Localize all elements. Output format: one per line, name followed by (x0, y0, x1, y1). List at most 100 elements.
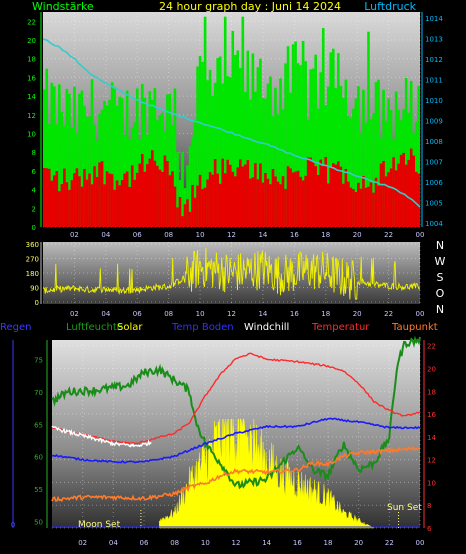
wind-average-bar-137 (387, 172, 390, 227)
wind-average-bar-90 (269, 184, 272, 227)
wind-average-bar-6 (58, 191, 61, 227)
wind-gust-bar-76 (233, 54, 237, 227)
wind-gust-bar-74 (228, 77, 232, 227)
wind-ytick-11: 22 (27, 18, 36, 26)
wind-gust-bar-94 (279, 78, 282, 227)
wind-average-bar-149 (417, 173, 421, 227)
wind-average-bar-27 (110, 174, 114, 227)
wind-average-bar-131 (372, 192, 375, 227)
wind-ytick-4: 8 (32, 149, 36, 157)
wind-average-bar-33 (125, 171, 129, 227)
wind-average-bar-45 (156, 165, 159, 227)
climate-xtick-9: 20 (354, 539, 363, 547)
wind-gust-bar-120 (344, 79, 348, 227)
wind-average-bar-78 (238, 159, 242, 227)
pressure-line (42, 38, 421, 208)
wind-average-bar-12 (73, 173, 76, 227)
temp-ytick-3: 12 (427, 457, 436, 465)
wind-average-bar-60 (193, 197, 197, 227)
wind-gust-bar-40 (143, 97, 147, 227)
climate-xtick-1: 04 (109, 539, 118, 547)
chart-title: 24 hour graph day : Juni 14 2024 (159, 0, 341, 13)
wind-average-bar-73 (226, 159, 230, 227)
wind-gust-bar-125 (357, 86, 360, 228)
wind-gust-bar-0 (42, 89, 46, 227)
wind-average-bar-83 (251, 177, 255, 227)
wind-average-bar-126 (359, 188, 363, 227)
wind-ytick-8: 16 (27, 74, 36, 82)
wind-gust-bar-1 (45, 68, 49, 227)
wind-gust-bar-73 (226, 76, 230, 227)
wind-gust-bar-140 (394, 91, 398, 227)
temp-ytick-6: 18 (427, 388, 436, 396)
wind-gust-bar-30 (118, 96, 121, 228)
wind-gust-bar-100 (294, 41, 297, 228)
wind-average-bar-36 (133, 179, 137, 227)
wind-average-bar-28 (113, 189, 116, 227)
wind-average-bar-63 (201, 188, 204, 227)
wind-average-bar-106 (309, 157, 312, 227)
pressure-ytick-6: 1010 (425, 97, 443, 105)
wind-average-bar-119 (342, 183, 345, 227)
wind-gust-bar-87 (261, 98, 265, 228)
wind-gust-bar-124 (354, 98, 358, 227)
wind-gust-bar-102 (299, 65, 302, 227)
wind-gust-bar-10 (68, 93, 71, 228)
humidity-ytick-3: 65 (34, 421, 43, 429)
wind-average-bar-98 (289, 168, 292, 227)
wind-ytick-6: 12 (27, 112, 36, 120)
legend-regen: Regen (0, 322, 32, 333)
wind-gust-bar-60 (193, 119, 197, 227)
wind-gust-bar-132 (374, 82, 378, 227)
wind-average-bar-55 (181, 216, 184, 227)
temp-ytick-4: 14 (427, 434, 436, 442)
wind-average-bar-99 (291, 172, 295, 227)
pressure-ytick-0: 1004 (425, 220, 443, 228)
wind-average-bar-2 (47, 168, 51, 227)
climate-xtick-7: 16 (293, 539, 302, 547)
dir-xtick-7: 16 (290, 310, 299, 318)
humidity-ytick-2: 60 (34, 454, 43, 462)
wind-average-bar-65 (206, 179, 209, 227)
wind-gust-bar-104 (304, 61, 307, 228)
wind-gust-bar-116 (334, 88, 338, 227)
wind-gust-bar-15 (80, 90, 84, 227)
wind-gust-bar-69 (216, 58, 219, 227)
wind-average-bar-26 (108, 173, 111, 227)
wind-gust-bar-80 (244, 91, 247, 227)
wind-gust-bar-122 (349, 118, 353, 227)
wind-average-bar-48 (163, 155, 167, 227)
legend-temperatur: Temperatur (311, 322, 370, 333)
wind-gust-bar-75 (231, 30, 235, 227)
wind-gust-bar-19 (90, 79, 94, 227)
dir-xtick-5: 12 (227, 310, 236, 318)
climate-xtick-11: 00 (416, 539, 425, 547)
dir-xtick-11: 00 (416, 310, 425, 318)
wind-gust-bar-52 (173, 88, 177, 227)
wind-gust-bar-7 (60, 112, 64, 227)
wind-gust-bar-59 (191, 136, 194, 227)
wind-average-bar-59 (191, 184, 194, 227)
wind-gust-bar-131 (372, 113, 375, 227)
wind-average-bar-146 (409, 148, 413, 227)
wind-average-bar-115 (331, 163, 335, 227)
pressure-ytick-4: 1008 (425, 138, 443, 146)
wind-average-bar-76 (233, 176, 237, 227)
wind-gust-bar-92 (274, 87, 277, 227)
sun-set-label: Sun Set (387, 503, 422, 513)
dir-xtick-10: 22 (384, 310, 393, 318)
wind-gust-bar-49 (166, 94, 169, 227)
wind-ytick-2: 4 (32, 187, 37, 195)
wind-average-bar-39 (140, 153, 144, 227)
temp-ytick-5: 16 (427, 411, 436, 419)
wind-average-bar-34 (128, 186, 132, 227)
temp-ytick-2: 10 (427, 479, 436, 487)
wind-average-bar-121 (347, 181, 350, 227)
wind-average-bar-81 (246, 160, 250, 227)
wind-average-bar-122 (349, 187, 353, 227)
wind-gust-bar-71 (221, 83, 225, 227)
wind-average-bar-52 (173, 186, 177, 227)
wind-average-bar-89 (266, 178, 270, 227)
dir-ytick-3: 270 (26, 256, 39, 264)
dir-xtick-9: 20 (353, 310, 362, 318)
